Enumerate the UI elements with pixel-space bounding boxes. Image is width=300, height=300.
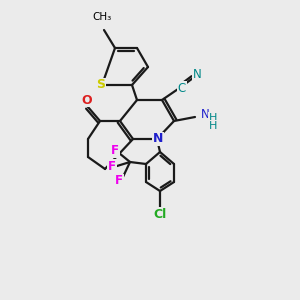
Text: S: S bbox=[97, 79, 106, 92]
Text: CH₃: CH₃ bbox=[92, 12, 112, 22]
Text: H: H bbox=[209, 121, 218, 131]
Text: N: N bbox=[193, 68, 201, 82]
Text: C: C bbox=[178, 82, 186, 94]
Text: O: O bbox=[82, 94, 92, 106]
Text: Cl: Cl bbox=[153, 208, 167, 220]
Text: H: H bbox=[209, 113, 218, 123]
Text: F: F bbox=[115, 175, 123, 188]
Text: N: N bbox=[201, 107, 210, 121]
Text: N: N bbox=[153, 133, 163, 146]
Text: F: F bbox=[108, 160, 116, 172]
Text: F: F bbox=[111, 145, 119, 158]
